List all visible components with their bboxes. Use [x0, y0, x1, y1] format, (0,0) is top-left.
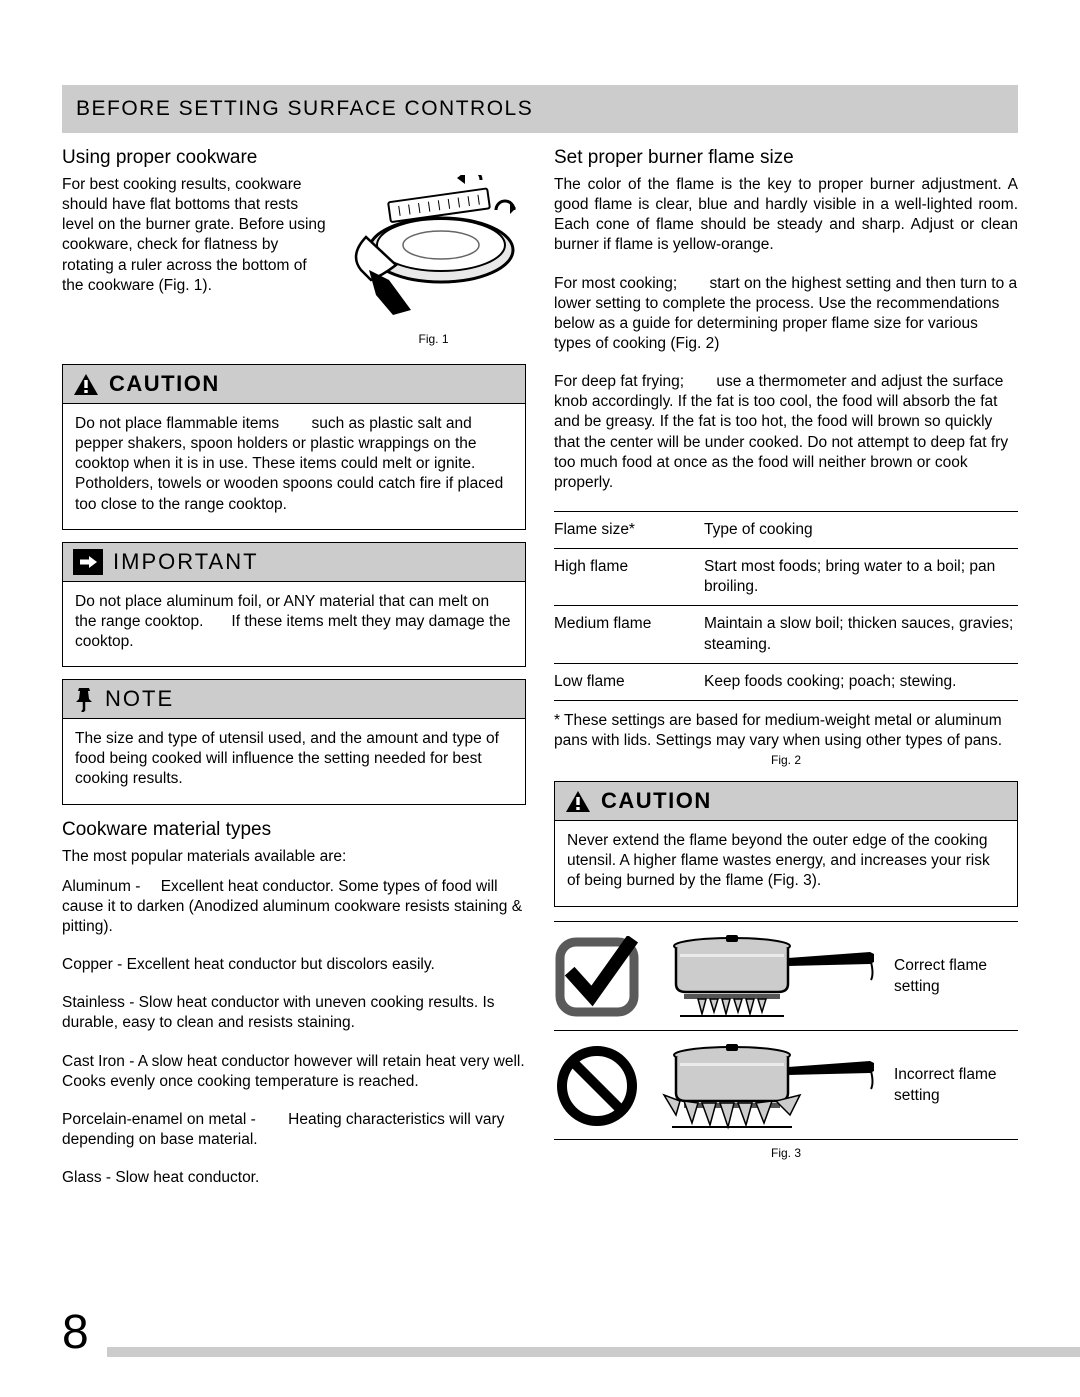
fig3-caption: Fig. 3 [554, 1146, 1018, 1160]
caution1-lead: Do not place flammable items [75, 415, 279, 432]
important-label: IMPORTANT [113, 549, 259, 575]
caution-header-1: CAUTION [63, 365, 525, 404]
caution-box-2: CAUTION Never extend the flame beyond th… [554, 781, 1018, 906]
warning-icon [73, 373, 99, 396]
material-porcelain: Porcelain-enamel on metal - Heating char… [62, 1110, 526, 1150]
material-castiron: Cast Iron - A slow heat conductor howeve… [62, 1052, 526, 1092]
fig3-incorrect-label: Incorrect flame setting [894, 1065, 1018, 1105]
footer-bar [107, 1347, 1080, 1357]
table-row: Medium flame Maintain a slow boil; thick… [554, 606, 1018, 663]
warning-icon [565, 790, 591, 813]
fig3-correct-row: Correct flame setting [554, 922, 1018, 1031]
caution-box-1: CAUTION Do not place flammable items suc… [62, 364, 526, 530]
checkmark-icon [554, 936, 640, 1018]
material-aluminum: Aluminum - Excellent heat conductor. Som… [62, 877, 526, 937]
mat-desc: Excellent heat conductor but discolors e… [122, 956, 434, 973]
left-column: Using proper cookware For best cooking r… [62, 147, 526, 1206]
pot-incorrect-illustration [652, 1041, 882, 1131]
section-header: BEFORE SETTING SURFACE CONTROLS [62, 85, 1018, 133]
p3-lead: For deep fat frying; [554, 373, 684, 390]
mat-name: Glass - [62, 1169, 111, 1186]
fig3-incorrect-row: Incorrect flame setting [554, 1031, 1018, 1140]
table-row: Low flame Keep foods cooking; poach; ste… [554, 664, 1018, 701]
fig1-illustration [341, 175, 526, 330]
mat-name: Copper - [62, 956, 122, 973]
flame-p1: The color of the flame is the key to pro… [554, 175, 1018, 256]
caution-body-1: Do not place flammable items such as pla… [63, 404, 525, 529]
pot-correct-illustration [652, 932, 882, 1022]
caution-label-1: CAUTION [109, 371, 220, 397]
td-type: Keep foods cooking; poach; stewing. [704, 672, 1018, 692]
cookware-block: For best cooking results, cookware shoul… [62, 175, 526, 346]
fig3-correct-label: Correct flame setting [894, 956, 1018, 996]
fig2-caption: Fig. 2 [554, 753, 1018, 767]
td-flame: Low flame [554, 672, 704, 692]
prohibit-icon [554, 1045, 640, 1127]
page-footer: 8 [62, 1309, 1080, 1357]
flame-p2: For most cooking; start on the highest s… [554, 274, 1018, 355]
td-type: Maintain a slow boil; thicken sauces, gr… [704, 614, 1018, 654]
fig3-block: Correct flame setting [554, 921, 1018, 1160]
cookware-text: For best cooking results, cookware shoul… [62, 175, 331, 328]
mat-name: Porcelain-enamel on metal - [62, 1111, 256, 1128]
note-box: NOTE The size and type of utensil used, … [62, 679, 526, 804]
td-flame: Medium flame [554, 614, 704, 654]
two-column-layout: Using proper cookware For best cooking r… [62, 147, 1018, 1206]
right-column: Set proper burner flame size The color o… [554, 147, 1018, 1206]
table-row: High flame Start most foods; bring water… [554, 549, 1018, 606]
note-header: NOTE [63, 680, 525, 719]
page-number: 8 [62, 1309, 89, 1357]
mat-name: Aluminum - [62, 878, 140, 895]
fig1-caption: Fig. 1 [418, 332, 448, 346]
materials-intro: The most popular materials available are… [62, 847, 526, 867]
materials-heading: Cookware material types [62, 819, 526, 841]
material-glass: Glass - Slow heat conductor. [62, 1168, 526, 1188]
th-type: Type of cooking [704, 520, 1018, 540]
table-footnote: * These settings are based for medium-we… [554, 711, 1018, 751]
important-box: IMPORTANT Do not place aluminum foil, or… [62, 542, 526, 667]
important-body: Do not place aluminum foil, or ANY mater… [63, 582, 525, 666]
note-body: The size and type of utensil used, and t… [63, 719, 525, 803]
td-flame: High flame [554, 557, 704, 597]
arrow-icon [73, 549, 103, 575]
material-stainless: Stainless - Slow heat conductor with une… [62, 993, 526, 1033]
mat-desc: Slow heat conductor. [111, 1169, 259, 1186]
important-header: IMPORTANT [63, 543, 525, 582]
cookware-heading: Using proper cookware [62, 147, 526, 169]
flame-p3: For deep fat frying; use a thermometer a… [554, 372, 1018, 493]
td-type: Start most foods; bring water to a boil;… [704, 557, 1018, 597]
caution-header-2: CAUTION [555, 782, 1017, 821]
mat-name: Cast Iron - [62, 1053, 134, 1070]
flame-heading: Set proper burner flame size [554, 147, 1018, 169]
caution-label-2: CAUTION [601, 788, 712, 814]
table-header-row: Flame size* Type of cooking [554, 512, 1018, 549]
mat-name: Stainless - [62, 994, 134, 1011]
caution-body-2: Never extend the flame beyond the outer … [555, 821, 1017, 905]
fig1-container: Fig. 1 [341, 175, 526, 346]
material-copper: Copper - Excellent heat conductor but di… [62, 955, 526, 975]
p3-rest: use a thermometer and adjust the surface… [554, 373, 1008, 491]
p2-lead: For most cooking; [554, 275, 677, 292]
note-label: NOTE [105, 686, 174, 712]
pushpin-icon [73, 686, 95, 712]
flame-table: Flame size* Type of cooking High flame S… [554, 511, 1018, 701]
th-flame: Flame size* [554, 520, 704, 540]
